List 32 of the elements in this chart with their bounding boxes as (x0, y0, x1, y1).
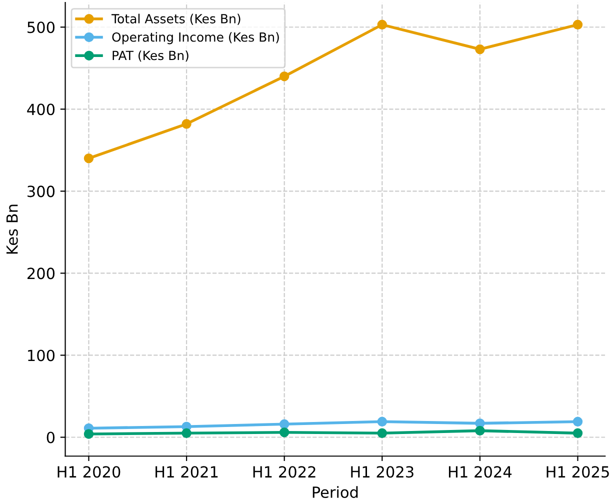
y-tick-label: 300 (28, 186, 55, 198)
x-tick-label: H1 2022 (253, 466, 316, 478)
y-tick-label: 400 (27, 104, 55, 116)
point (475, 44, 485, 54)
point (377, 20, 387, 30)
point (572, 416, 583, 427)
x-tick-label: H1 2020 (58, 466, 120, 478)
point (572, 428, 583, 438)
y-axis-title: Kes Bn (6, 204, 18, 254)
legend-label: Total Assets (Kes Bn) (111, 14, 240, 25)
point (377, 416, 387, 427)
point (572, 20, 583, 30)
point (182, 428, 192, 438)
y-tick-label: 200 (28, 268, 55, 280)
x-tick-label: H1 2021 (156, 466, 218, 478)
point (475, 426, 485, 436)
x-tick-label: H1 2024 (448, 466, 512, 478)
point (84, 429, 94, 439)
point (84, 154, 94, 164)
y-tick-label: 0 (46, 432, 55, 444)
x-tick-label: H1 2023 (351, 466, 414, 478)
point (182, 119, 192, 129)
x-axis-title: Period (312, 486, 358, 498)
y-tick-label: 100 (28, 350, 55, 362)
legend-label: Operating Income (Kes Bn) (112, 32, 279, 44)
point (279, 427, 290, 438)
point (377, 428, 387, 438)
y-tick-label: 500 (28, 22, 55, 34)
x-tick-label: H1 2025 (546, 466, 609, 478)
point (279, 71, 290, 82)
legend-label: PAT (Kes Bn) (112, 50, 188, 62)
point (279, 419, 290, 429)
